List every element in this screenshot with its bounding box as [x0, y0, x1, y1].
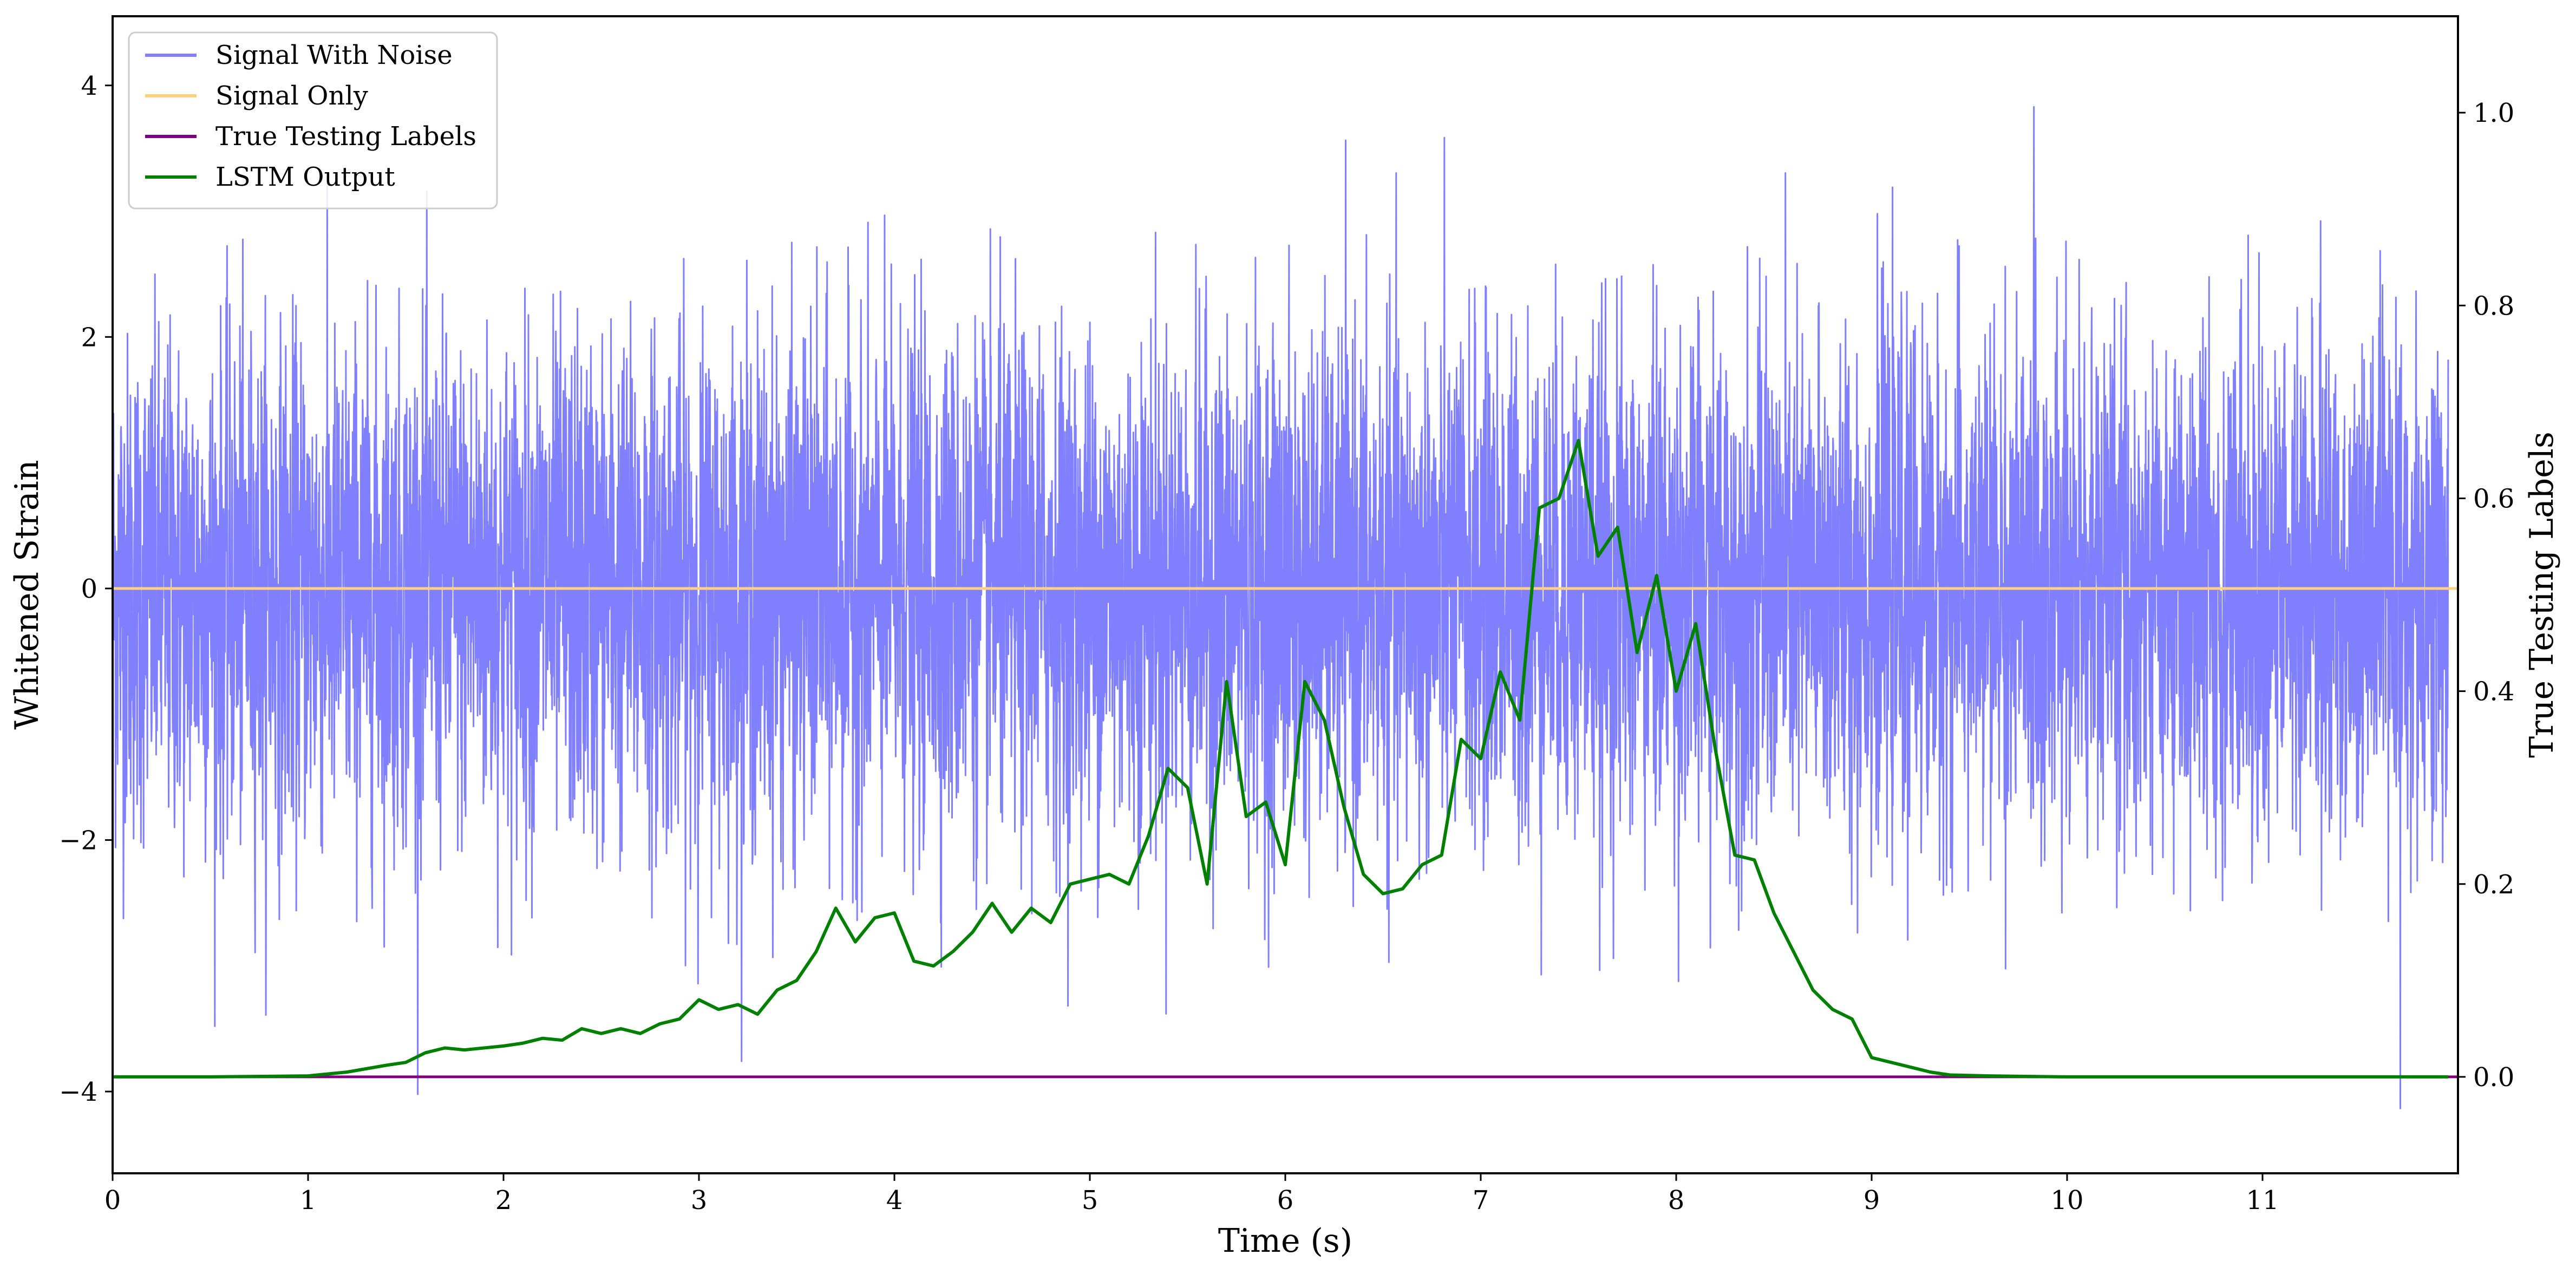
y2-axis-ticks: 1.0 0.8 0.6 0.4 0.2 0.0	[2458, 98, 2514, 1093]
x-tick-label: 2	[495, 1185, 512, 1216]
y-tick-label: 4	[81, 71, 97, 101]
legend-box	[128, 31, 498, 210]
x-axis-ticks: 0 1 2 3 4 5 6 7 8 9 10 11	[104, 1173, 2279, 1216]
y2-tick-label: 0.8	[2473, 291, 2514, 321]
x-tick-label: 5	[1082, 1185, 1099, 1216]
y-tick-label: −4	[59, 1077, 97, 1107]
x-tick-label: 1	[300, 1185, 317, 1216]
x-tick-label: 10	[2050, 1185, 2083, 1216]
y2-tick-label: 1.0	[2473, 98, 2514, 128]
y-tick-label: 2	[81, 322, 97, 352]
y-tick-label: −2	[59, 825, 97, 855]
x-tick-label: 7	[1473, 1185, 1489, 1216]
x-tick-label: 0	[104, 1185, 121, 1216]
x-tick-label: 11	[2246, 1185, 2279, 1216]
x-tick-label: 9	[1864, 1185, 1880, 1216]
x-tick-label: 6	[1277, 1185, 1294, 1216]
x-tick-label: 3	[691, 1185, 708, 1216]
x-axis-label: Time (s)	[1218, 1222, 1352, 1260]
signal-with-noise-line	[112, 106, 2449, 1109]
signal-with-noise-series	[112, 106, 2449, 1109]
legend: Signal With Noise Signal Only True Testing…	[128, 31, 498, 210]
legend-entry: Signal With Noise	[215, 40, 453, 70]
y-tick-label: 0	[81, 574, 97, 604]
y2-tick-label: 0.0	[2473, 1062, 2514, 1093]
series-lines	[113, 439, 2458, 1079]
y-axis-ticks: 4 2 0 −2 −4	[59, 71, 113, 1107]
x-tick-label: 4	[886, 1185, 903, 1216]
y2-axis-label: True Testing Labels	[2523, 432, 2561, 758]
legend-entry: True Testing Labels	[215, 121, 476, 152]
lstm-output-line	[113, 439, 2448, 1079]
y2-tick-label: 0.4	[2473, 677, 2514, 707]
legend-entry: LSTM Output	[215, 162, 395, 192]
legend-entry: Signal Only	[215, 81, 368, 111]
x-tick-label: 8	[1668, 1185, 1685, 1216]
y2-tick-label: 0.2	[2473, 870, 2514, 900]
y-axis-label: Whitened Strain	[8, 460, 46, 729]
y2-tick-label: 0.6	[2473, 484, 2514, 514]
